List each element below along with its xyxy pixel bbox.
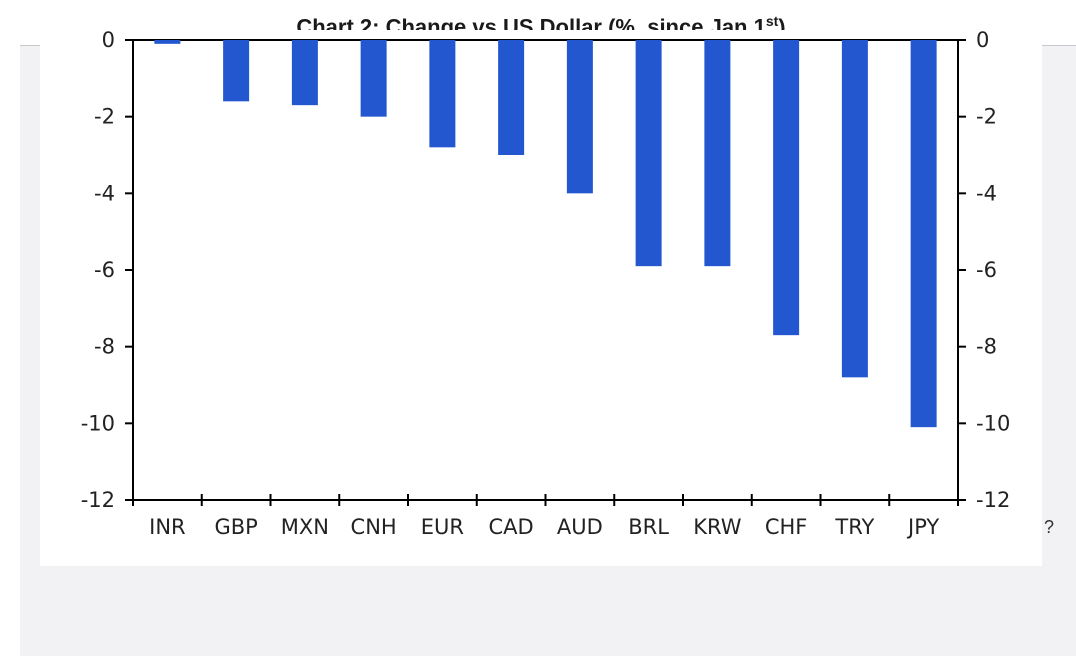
x-tick-label-chf: CHF	[765, 515, 808, 539]
y-tick-label-left: -2	[94, 105, 115, 129]
bar-chart: 0 0 -2 -2 -4 -4 -6 -6 -8 -8 -10 -10 -12 -12 INR GBP MXN C…	[81, 28, 1011, 539]
x-tick-label-cnh: CNH	[351, 515, 397, 539]
chart-title-text: Chart 2: Change vs US Dollar (%, since J…	[296, 14, 766, 30]
bar-brl	[635, 40, 662, 267]
y-tick-label-right: -4	[976, 181, 997, 205]
x-tick-label-krw: KRW	[693, 515, 742, 539]
bar-eur	[429, 40, 456, 148]
chart-card: Chart 2: Change vs US Dollar (%, since J…	[40, 0, 1042, 566]
help-mark[interactable]: ?	[1044, 517, 1055, 537]
bar-chf	[773, 40, 800, 336]
bar-inr	[154, 40, 181, 44]
y-tick-label-left: 0	[102, 28, 115, 52]
x-tick-label-inr: INR	[149, 515, 186, 539]
y-tick-label-left: -4	[94, 181, 115, 205]
y-tick-label-left: -6	[94, 258, 115, 282]
x-tick-label-brl: BRL	[628, 515, 669, 539]
y-tick-label-right: -8	[976, 335, 997, 359]
y-tick-label-left: -12	[81, 488, 115, 512]
y-tick-label-right: -10	[976, 411, 1010, 435]
x-tick-label-eur: EUR	[421, 515, 464, 539]
bar-mxn	[291, 40, 318, 106]
header-rule-left	[20, 45, 40, 46]
bar-cnh	[360, 40, 387, 117]
y-tick-label-right: -2	[976, 105, 997, 129]
y-tick-label-right: -12	[976, 488, 1010, 512]
bar-jpy	[910, 40, 937, 428]
chart-title-close: )	[778, 14, 786, 30]
y-tick-label-right: -6	[976, 258, 997, 282]
x-tick-label-try: TRY	[834, 515, 874, 539]
x-tick-label-aud: AUD	[557, 515, 603, 539]
bar-cad	[498, 40, 525, 155]
bar-aud	[566, 40, 593, 194]
bar-krw	[704, 40, 731, 267]
chart-title: Chart 2: Change vs US Dollar (%, since J…	[40, 6, 1042, 30]
bar-gbp	[223, 40, 250, 102]
y-tick-label-left: -10	[81, 411, 115, 435]
y-tick-label-right: 0	[976, 28, 989, 52]
x-tick-label-mxn: MXN	[281, 515, 329, 539]
header-rule-right	[1042, 45, 1076, 46]
chart-title-superscript: st	[765, 13, 779, 29]
x-tick-label-cad: CAD	[489, 515, 534, 539]
y-tick-label-left: -8	[94, 335, 115, 359]
x-tick-label-jpy: JPY	[906, 515, 939, 539]
x-tick-label-gbp: GBP	[214, 515, 257, 539]
bar-try	[841, 40, 868, 378]
